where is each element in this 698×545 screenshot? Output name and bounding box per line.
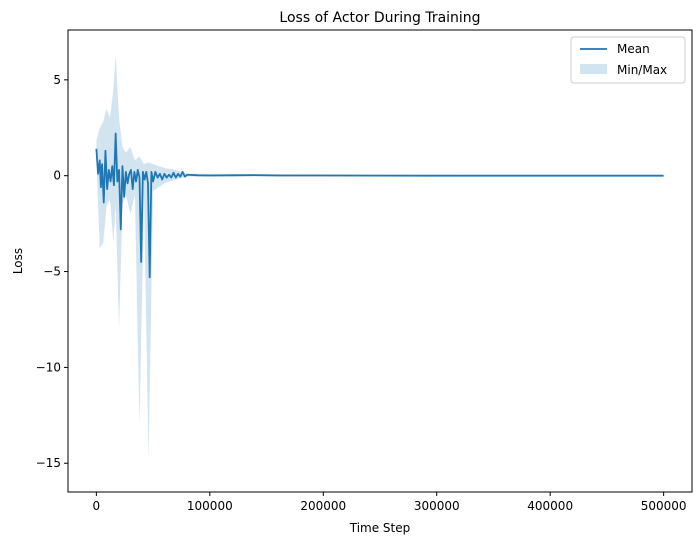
mean-series-line bbox=[95, 132, 664, 279]
legend: Mean Min/Max bbox=[570, 36, 686, 84]
y-tick-label: 5 bbox=[53, 73, 61, 87]
y-axis-label: Loss bbox=[11, 248, 25, 274]
x-tick-label: 100000 bbox=[187, 499, 233, 513]
y-tick-label: −5 bbox=[43, 265, 61, 279]
y-tick-label: 0 bbox=[53, 169, 61, 183]
plot-frame bbox=[67, 29, 693, 493]
mean-line-layer bbox=[95, 132, 664, 279]
legend-band-swatch bbox=[580, 64, 607, 74]
legend-band-label: Min/Max bbox=[617, 63, 667, 77]
x-axis-label: Time Step bbox=[349, 521, 411, 535]
y-tick-label: −10 bbox=[36, 360, 61, 374]
x-tick-label: 400000 bbox=[527, 499, 573, 513]
legend-mean-label: Mean bbox=[617, 42, 650, 56]
y-tick-label: −15 bbox=[36, 456, 61, 470]
x-axis: 0 100000 200000 300000 400000 500000 bbox=[93, 492, 687, 513]
chart-title: Loss of Actor During Training bbox=[279, 10, 480, 26]
plot-area bbox=[68, 30, 692, 492]
x-tick-label: 200000 bbox=[300, 499, 346, 513]
x-tick-label: 300000 bbox=[414, 499, 460, 513]
y-axis: 5 0 −5 −10 −15 bbox=[36, 73, 68, 470]
x-tick-label: 0 bbox=[93, 499, 101, 513]
x-tick-label: 500000 bbox=[641, 499, 687, 513]
